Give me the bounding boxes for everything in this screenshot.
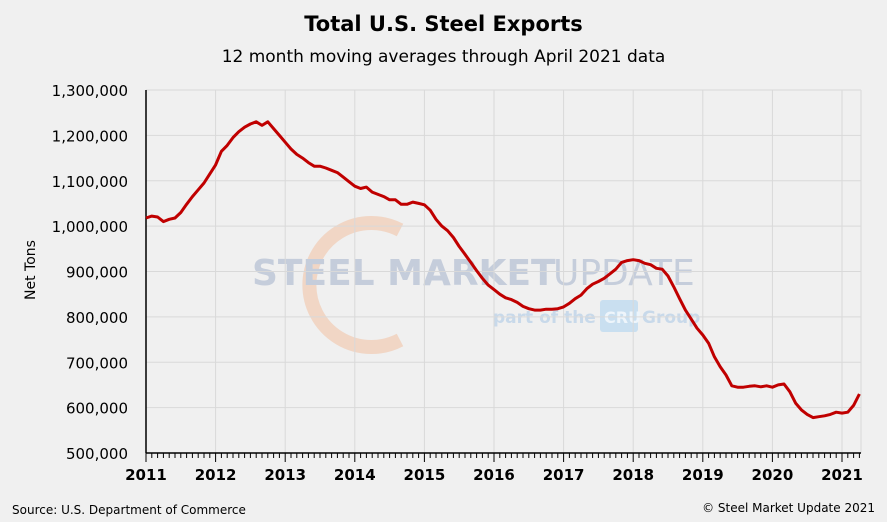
y-tick-label: 800,000 (66, 309, 128, 327)
x-tick-label: 2017 (543, 466, 585, 484)
chart-title: Total U.S. Steel Exports (304, 12, 583, 36)
x-tick-label: 2014 (334, 466, 376, 484)
y-tick-label: 1,300,000 (52, 82, 128, 100)
y-tick-label: 1,000,000 (52, 218, 128, 236)
watermark-badge (600, 300, 638, 332)
chart-subtitle: 12 month moving averages through April 2… (221, 47, 666, 67)
x-tick-label: 2013 (264, 466, 306, 484)
y-tick-label: 1,100,000 (52, 173, 128, 191)
x-tick-label: 2012 (195, 466, 237, 484)
x-tick-label: 2015 (404, 466, 446, 484)
x-tick-label: 2019 (682, 466, 724, 484)
copyright-note: © Steel Market Update 2021 (702, 501, 875, 515)
x-tick-label: 2011 (125, 466, 167, 484)
series-line-exports (145, 120, 861, 420)
watermark-text-light: UPDATE (553, 253, 695, 294)
y-tick-label: 900,000 (66, 264, 128, 282)
watermark-text-bold: STEEL MARKET (252, 253, 556, 294)
x-tick-label: 2021 (821, 466, 863, 484)
y-tick-label: 700,000 (66, 354, 128, 372)
source-note: Source: U.S. Department of Commerce (12, 503, 246, 517)
watermark-swoosh-icon (302, 216, 404, 354)
watermark-badge-text: CRU (604, 308, 641, 327)
y-tick-label: 1,200,000 (52, 127, 128, 145)
x-tick-label: 2020 (752, 466, 794, 484)
watermark-part-of: part of the (493, 308, 596, 328)
x-tick-label: 2016 (473, 466, 515, 484)
y-axis-label: Net Tons (23, 240, 39, 300)
x-tick-label: 2018 (612, 466, 654, 484)
y-tick-label: 500,000 (66, 445, 128, 463)
y-tick-label: 600,000 (66, 400, 128, 418)
